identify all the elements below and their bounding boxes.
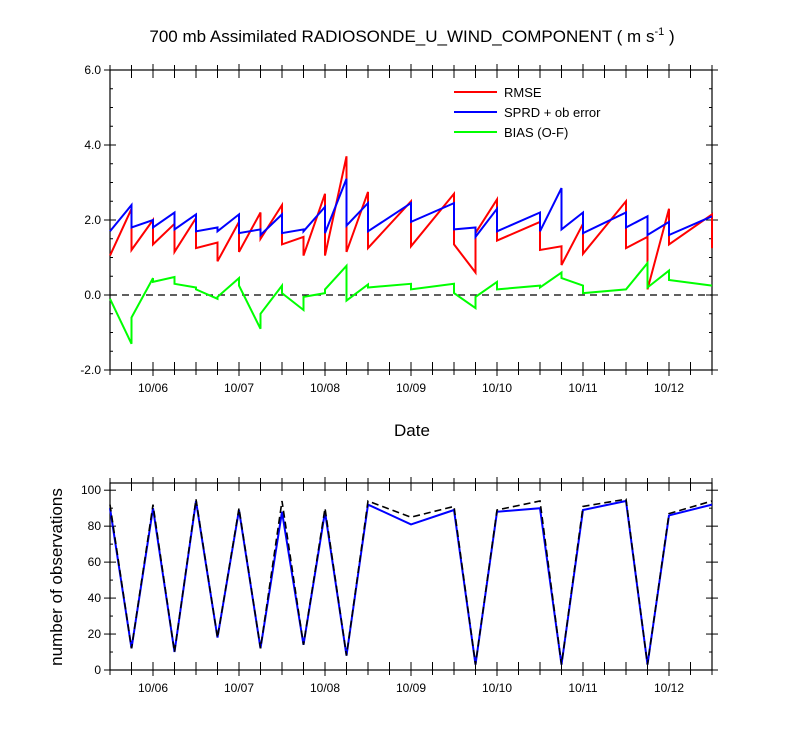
bottom-xtick-label: 10/08 (310, 681, 340, 695)
bottom-ytick-label: 40 (88, 591, 102, 605)
top-ytick-label: 2.0 (84, 213, 101, 227)
bottom-panel: 0 20 40 60 80 100 10/06 10/07 10/08 10/09 10/10 10/… (47, 477, 718, 695)
top-series-group (109, 156, 713, 345)
top-ytick-label: 6.0 (84, 63, 101, 77)
top-series-rmse (109, 156, 713, 290)
x-axis-title: Date (394, 421, 430, 440)
top-xtick-label: 10/11 (568, 381, 597, 395)
top-panel: 700 mb Assimilated RADIOSONDE_U_WIND_COM… (80, 26, 718, 440)
bottom-ytick-label: 100 (81, 483, 101, 497)
bottom-xtick-label: 10/10 (482, 681, 512, 695)
bottom-xtick-label: 10/11 (568, 681, 597, 695)
top-xtick-label: 10/08 (310, 381, 340, 395)
top-xtick-label: 10/06 (138, 381, 168, 395)
top-ytick-label: 4.0 (84, 138, 101, 152)
legend-label: RMSE (504, 85, 542, 100)
top-ytick-label: 0.0 (84, 288, 101, 302)
y-axis-title: number of observations (47, 488, 66, 666)
top-xtick-label: 10/07 (224, 381, 254, 395)
chart-title-main: 700 mb Assimilated RADIOSONDE_U_WIND_COM… (149, 27, 654, 46)
bottom-series-observations-possible (109, 498, 713, 665)
bottom-xtick-label: 10/12 (654, 681, 684, 695)
bottom-ytick-label: 20 (88, 627, 102, 641)
top-series-sprd-ob-error (109, 178, 713, 240)
top-ytick-label: -2.0 (80, 363, 101, 377)
bottom-series-group (109, 498, 713, 665)
chart-title-superscript: -1 (654, 26, 664, 38)
legend: RMSE SPRD + ob error BIAS (O-F) (454, 85, 601, 140)
top-xtick-label: 10/12 (654, 381, 684, 395)
top-xtick-label: 10/09 (396, 381, 426, 395)
bottom-plot-frame (109, 482, 713, 671)
bottom-xtick-label: 10/09 (396, 681, 426, 695)
legend-label: BIAS (O-F) (504, 125, 568, 140)
top-xtick-label: 10/10 (482, 381, 512, 395)
chart-title: 700 mb Assimilated RADIOSONDE_U_WIND_COM… (149, 26, 674, 46)
bottom-xtick-label: 10/07 (224, 681, 254, 695)
chart-title-suffix: ) (664, 27, 674, 46)
bottom-ytick-label: 80 (88, 519, 102, 533)
bottom-ytick-label: 60 (88, 555, 102, 569)
legend-label: SPRD + ob error (504, 105, 601, 120)
bottom-xtick-label: 10/06 (138, 681, 168, 695)
bottom-ytick-label: 0 (94, 663, 101, 677)
bottom-axes: 0 20 40 60 80 100 10/06 10/07 10/08 10/09 10/10 10/… (81, 477, 718, 695)
top-series-bias-o-f (109, 260, 713, 345)
